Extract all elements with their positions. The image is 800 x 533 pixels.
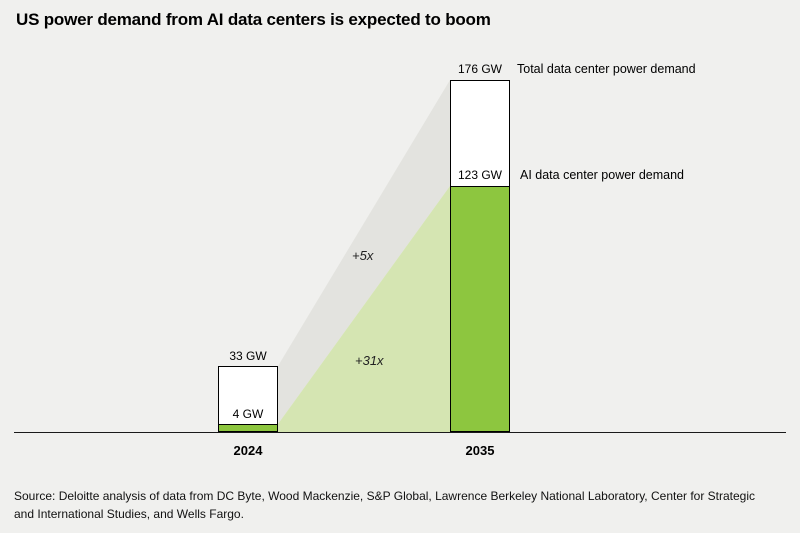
legend-ai-demand: AI data center power demand	[520, 168, 684, 182]
value-label-2035-total: 176 GW	[457, 62, 502, 76]
ai-growth-band	[278, 186, 450, 432]
value-label-2035-ai: 123 GW	[457, 168, 502, 182]
legend-total-demand: Total data center power demand	[517, 62, 696, 76]
bar-2035-ai	[450, 186, 510, 432]
annotation-total-multiplier: +5x	[352, 248, 374, 263]
bar-2024-ai	[218, 424, 278, 432]
value-label-2024-total: 33 GW	[229, 349, 267, 363]
value-label-2024-ai: 4 GW	[232, 407, 264, 421]
x-axis-label-2035: 2035	[465, 443, 495, 458]
x-axis-baseline	[14, 432, 786, 433]
source-note: Source: Deloitte analysis of data from D…	[14, 489, 756, 521]
bar-2024-total	[218, 366, 278, 432]
x-axis-label-2024: 2024	[233, 443, 263, 458]
total-growth-band	[278, 80, 450, 424]
annotation-ai-multiplier: +31x	[355, 353, 384, 368]
page-title: US power demand from AI data centers is …	[16, 10, 491, 29]
